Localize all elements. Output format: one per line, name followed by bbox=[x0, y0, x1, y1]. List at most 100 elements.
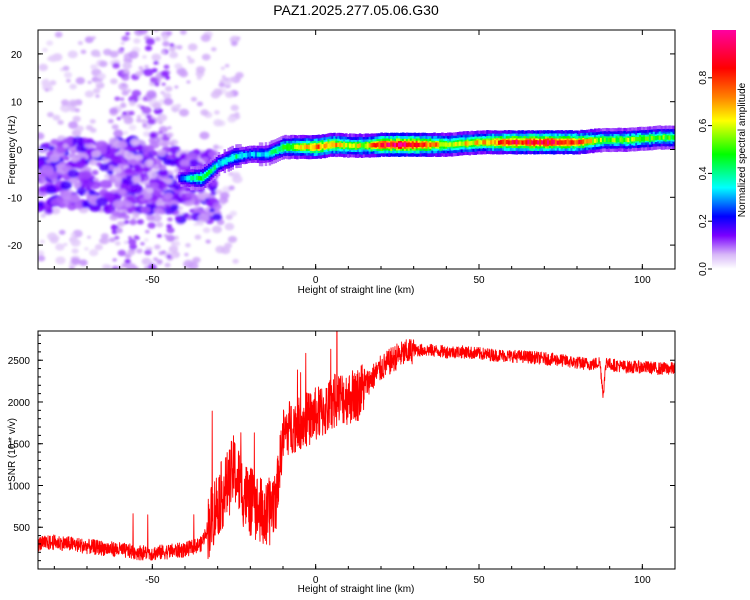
spectrogram-energy-patch bbox=[92, 88, 101, 94]
spectrogram-ridge-segment bbox=[562, 140, 566, 145]
spectrogram-energy-patch bbox=[146, 90, 157, 99]
spectrogram-energy-patch bbox=[47, 86, 54, 92]
spectrogram-energy-patch bbox=[95, 197, 108, 207]
spectrogram-energy-patch bbox=[107, 196, 114, 202]
spectrogram-energy-patch bbox=[46, 112, 54, 118]
spectrogram-energy-patch bbox=[72, 136, 84, 145]
spectrogram-energy-patch bbox=[83, 179, 89, 184]
spectrogram-energy-patch bbox=[232, 175, 243, 184]
spectrogram-ridge-segment bbox=[646, 136, 650, 141]
spectrogram-ridge-segment bbox=[448, 142, 452, 147]
spectrogram-energy-patch bbox=[161, 142, 169, 148]
spectrogram-energy-patch bbox=[150, 195, 159, 202]
spectrogram-energy-patch bbox=[220, 246, 231, 255]
spectrogram-ridge-segment bbox=[523, 140, 526, 145]
spectrogram-energy-patch bbox=[146, 214, 155, 221]
spectrogram-energy-patch bbox=[230, 104, 239, 112]
spectrogram-energy-patch bbox=[142, 131, 151, 137]
spectrogram-ridge-segment bbox=[299, 145, 303, 150]
spectrogram-energy-patch bbox=[43, 168, 54, 176]
spectrogram-ridge-segment bbox=[499, 140, 503, 145]
spectrogram-ridge-segment bbox=[445, 142, 448, 147]
spectrogram-ridge-segment bbox=[537, 140, 540, 145]
spectrogram-ridge-segment bbox=[488, 140, 491, 145]
spectrogram-ridge-segment bbox=[211, 167, 215, 172]
snr-ylabel: SNR (10 * v/v) bbox=[7, 418, 18, 482]
spectrogram-ridge-segment bbox=[276, 147, 280, 153]
spectrogram-energy-patch bbox=[123, 69, 130, 74]
spectrogram-energy-patch bbox=[128, 50, 139, 59]
spectrogram-energy-patch bbox=[141, 106, 152, 114]
spectrogram-energy-patch bbox=[117, 221, 124, 227]
spectrogram-energy-patch bbox=[144, 266, 149, 269]
spectrogram-energy-patch bbox=[117, 188, 127, 196]
spectrogram-energy-patch bbox=[112, 62, 120, 69]
spectrogram-ridge-segment bbox=[288, 145, 291, 150]
spectrogram-ridge-segment bbox=[286, 145, 289, 150]
spectrogram-ridge-segment bbox=[627, 137, 630, 143]
spectrogram-energy-patch bbox=[142, 97, 148, 102]
spectrogram-energy-patch bbox=[79, 259, 88, 266]
spectrogram-energy-patch bbox=[185, 243, 191, 248]
spectrogram-energy-patch bbox=[129, 158, 138, 166]
spectrogram-energy-patch bbox=[51, 207, 61, 215]
spectrogram-energy-patch bbox=[112, 199, 124, 209]
spectrogram-ridge-segment bbox=[358, 143, 362, 148]
spectrogram-ridge-segment bbox=[415, 142, 419, 148]
spectrogram-ridge-segment bbox=[403, 142, 407, 147]
spectrogram-ridge-segment bbox=[660, 135, 664, 140]
spectrogram-energy-patch bbox=[128, 124, 137, 131]
spectrogram-ridge-segment bbox=[441, 142, 444, 147]
spectrogram-ridge-segment bbox=[215, 163, 219, 168]
spectrogram-energy-patch bbox=[113, 129, 124, 138]
spectrogram-energy-patch bbox=[114, 241, 121, 246]
spectrogram-energy-patch bbox=[136, 118, 142, 123]
spectrogram-ridge-segment bbox=[413, 142, 417, 148]
spectrogram-energy-patch bbox=[199, 131, 210, 140]
spectrogram-energy-patch bbox=[68, 194, 81, 203]
spectrogram-panel: -50 0 50 100 -20 -10 0 10 20 Height of straight … bbox=[7, 29, 676, 296]
spectrogram-energy-patch bbox=[122, 61, 132, 70]
spectrogram-ridge-segment bbox=[262, 152, 266, 157]
spectrogram-energy-patch bbox=[179, 159, 190, 168]
spectrogram-ridge-segment bbox=[468, 141, 472, 146]
spectrogram-ridge-segment bbox=[221, 160, 225, 165]
spectrogram-energy-patch bbox=[153, 164, 161, 170]
spectrogram-ridge-segment bbox=[617, 137, 621, 143]
spectrogram-ridge-segment bbox=[470, 140, 474, 146]
spectrogram-energy-patch bbox=[135, 154, 143, 161]
spectrogram-ridge-segment bbox=[535, 140, 538, 145]
spectrogram-energy-patch bbox=[63, 242, 68, 247]
spectrogram-ridge-segment bbox=[227, 157, 231, 162]
spectrogram-ridge-segment bbox=[454, 141, 458, 147]
spectrogram-energy-patch bbox=[39, 148, 46, 153]
spectrogram-ridge-segment bbox=[505, 139, 509, 145]
spectrogram-energy-patch bbox=[84, 143, 90, 148]
spectrogram-ridge-segment bbox=[209, 168, 213, 174]
spectrogram-ridge-segment bbox=[503, 140, 507, 145]
spectrogram-energy-patch bbox=[102, 204, 116, 214]
spectrogram-ridge-segment bbox=[376, 142, 379, 147]
spectrogram-ridge-segment bbox=[386, 142, 389, 147]
spectrogram-ridge-segment bbox=[219, 161, 223, 166]
spectrogram-energy-patch bbox=[38, 250, 45, 257]
spectrogram-energy-patch bbox=[143, 193, 153, 200]
spectrogram-ridge-segment bbox=[672, 135, 675, 140]
spectrogram-ridge-segment bbox=[362, 143, 366, 148]
spectrogram-ridge-segment bbox=[584, 139, 587, 144]
spectrogram-ridge-segment bbox=[247, 152, 250, 157]
spectrogram-energy-patch bbox=[48, 145, 55, 151]
spectrogram-ridge-segment bbox=[213, 165, 217, 170]
spectrogram-energy-patch bbox=[71, 248, 79, 254]
spectrogram-energy-patch bbox=[99, 179, 112, 189]
spectrogram-ridge-segment bbox=[595, 138, 599, 143]
spectrogram-ridge-segment bbox=[517, 140, 521, 145]
spectrogram-energy-patch bbox=[54, 31, 63, 38]
spectrogram-ridge-segment bbox=[249, 152, 252, 157]
spectrogram-ridge-segment bbox=[241, 153, 244, 158]
spectrogram-ridge-segment bbox=[633, 137, 636, 142]
spectrogram-energy-patch bbox=[55, 196, 64, 204]
spectrogram-energy-patch bbox=[195, 66, 206, 74]
spectrogram-energy-patch bbox=[154, 82, 160, 87]
spectrogram-energy-patch bbox=[162, 92, 172, 100]
